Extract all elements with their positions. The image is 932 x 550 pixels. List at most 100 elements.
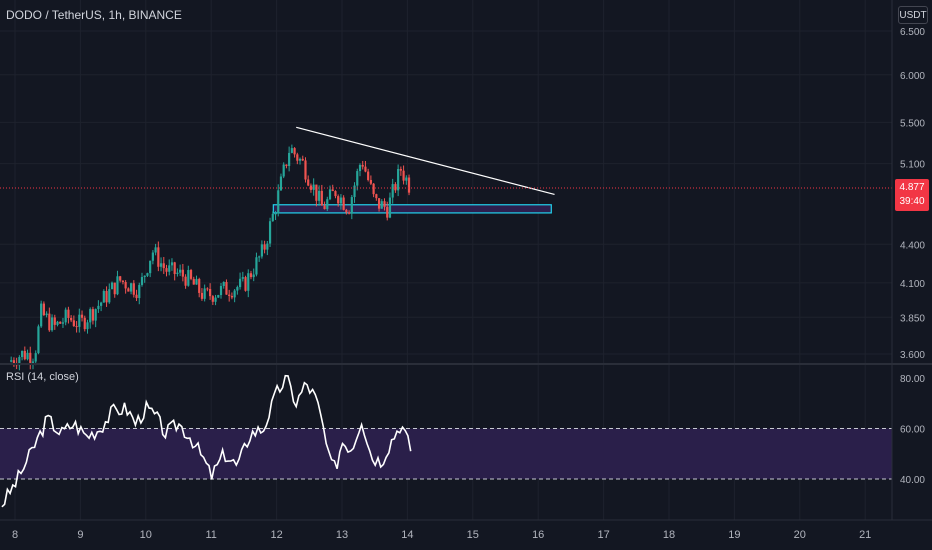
price-pane xyxy=(0,126,892,371)
candle-body xyxy=(110,282,114,290)
x-tick-label: 8 xyxy=(12,529,18,541)
candle-body xyxy=(151,252,154,261)
candle-body xyxy=(187,270,190,286)
candle-body xyxy=(181,269,184,277)
candle-body xyxy=(247,273,250,291)
candle-body xyxy=(293,148,296,155)
candle-body xyxy=(274,213,277,215)
y-tick-label: 5.500 xyxy=(900,118,925,129)
candle-body xyxy=(26,352,29,360)
rsi-line xyxy=(1,374,412,508)
x-tick-label: 21 xyxy=(859,529,871,541)
candle-body xyxy=(173,262,176,274)
candle-body xyxy=(345,209,348,213)
candle-body xyxy=(361,164,364,167)
candle-body xyxy=(271,213,274,222)
x-tick-label: 18 xyxy=(663,529,675,541)
candle-body xyxy=(268,221,272,244)
y-tick-label: 3.600 xyxy=(900,350,925,361)
candle-body xyxy=(143,275,146,277)
candle-body xyxy=(200,292,204,299)
candle-body xyxy=(135,294,138,299)
candle-body xyxy=(307,179,310,186)
candle-body xyxy=(263,244,266,250)
candle-body xyxy=(315,184,318,201)
rsi-band xyxy=(0,428,892,479)
candle-body xyxy=(282,164,285,177)
candle-body xyxy=(67,309,70,318)
candle-body xyxy=(320,190,323,206)
candle-body xyxy=(23,350,26,360)
candle-body xyxy=(380,201,383,209)
candle-body xyxy=(391,184,394,198)
x-tick-label: 11 xyxy=(205,529,216,541)
x-tick-label: 17 xyxy=(597,529,609,541)
candle-body xyxy=(388,197,392,218)
candle-body xyxy=(165,268,168,272)
candle-body xyxy=(20,350,24,358)
candle-body xyxy=(407,177,411,193)
x-tick-label: 13 xyxy=(336,529,348,541)
candle-body xyxy=(12,360,16,364)
candle-body xyxy=(383,201,386,207)
currency-button[interactable]: USDT xyxy=(898,6,928,24)
candle-countdown: 39:40 xyxy=(899,196,925,207)
candle-body xyxy=(91,309,95,321)
candle-body xyxy=(140,276,144,285)
candle-body xyxy=(195,278,198,285)
candle-body xyxy=(42,303,45,316)
candle-body xyxy=(375,194,378,199)
candle-body xyxy=(222,281,225,287)
candle-body xyxy=(127,288,130,292)
candle-body xyxy=(369,179,372,184)
candle-body xyxy=(318,190,321,201)
candle-body xyxy=(86,322,89,330)
candle-body xyxy=(304,160,307,180)
candle-body xyxy=(279,176,283,191)
candle-body xyxy=(64,309,67,323)
candle-body xyxy=(285,164,288,166)
x-tick-label: 20 xyxy=(794,529,806,541)
rsi-title: RSI (14, close) xyxy=(6,371,79,383)
candle-body xyxy=(288,152,291,166)
candle-body xyxy=(326,199,329,210)
candle-body xyxy=(296,154,299,161)
candle-body xyxy=(108,289,111,303)
candle-body xyxy=(70,317,73,321)
candle-body xyxy=(258,256,261,258)
candle-body xyxy=(255,257,258,275)
candle-body xyxy=(301,158,304,161)
candle-body xyxy=(45,313,48,316)
candle-body xyxy=(94,309,97,321)
candle-body xyxy=(386,206,389,218)
candle-body xyxy=(162,263,165,269)
candle-body xyxy=(72,320,75,327)
x-tick-label: 19 xyxy=(728,529,740,541)
candle-body xyxy=(217,295,220,298)
symbol-title: DODO / TetherUS, 1h, BINANCE xyxy=(6,8,182,22)
candle-body xyxy=(219,286,223,296)
y-tick-label: 3.850 xyxy=(900,313,925,324)
candle-body xyxy=(377,198,381,209)
candle-body xyxy=(61,322,65,324)
candle-body xyxy=(211,296,214,302)
candle-body xyxy=(34,353,37,362)
candle-body xyxy=(80,314,84,318)
candle-body xyxy=(225,281,228,295)
candle-body xyxy=(198,278,201,293)
candle-body xyxy=(100,302,103,306)
candle-body xyxy=(146,273,149,276)
candle-body xyxy=(236,287,239,291)
candle-body xyxy=(116,276,119,295)
candle-body xyxy=(157,247,160,267)
candle-body xyxy=(277,190,280,214)
last-price-tag: 4.877 39:40 xyxy=(895,179,929,211)
candle-body xyxy=(121,280,125,283)
resistance-trendline xyxy=(296,126,555,196)
candle-body xyxy=(372,183,375,195)
candle-body xyxy=(206,288,209,290)
candle-body xyxy=(347,212,351,214)
candle-body xyxy=(228,294,231,296)
candle-body xyxy=(353,185,356,198)
